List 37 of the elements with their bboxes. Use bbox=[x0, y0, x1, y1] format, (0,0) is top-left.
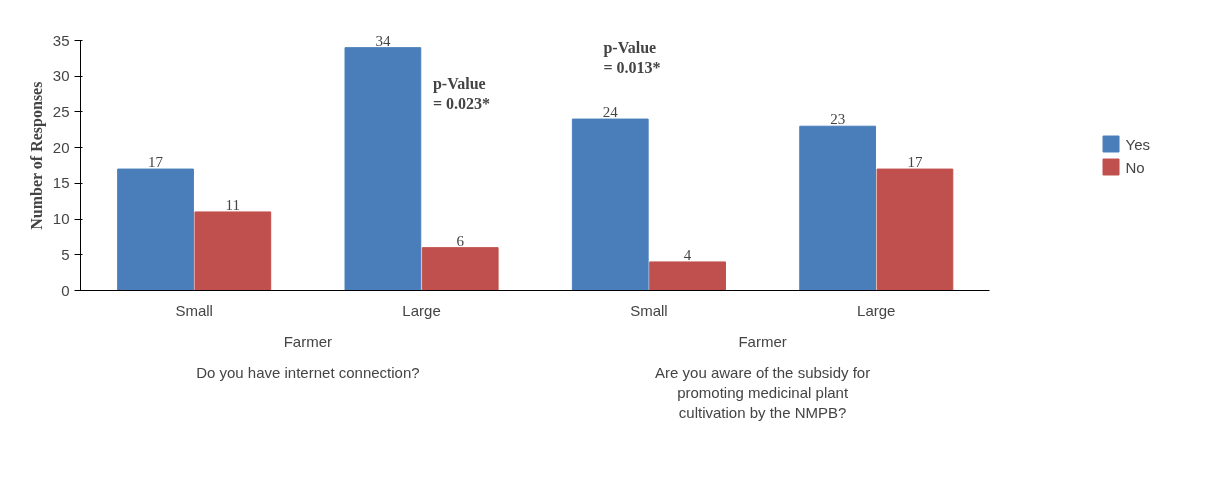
data-label: 11 bbox=[225, 196, 241, 213]
data-label: 6 bbox=[456, 232, 465, 249]
y-axis-title: Number of Responses bbox=[27, 81, 46, 230]
data-label: 17 bbox=[148, 154, 164, 171]
bar bbox=[344, 47, 422, 291]
legend-label: Yes bbox=[1125, 135, 1150, 152]
bar bbox=[876, 168, 954, 291]
bar bbox=[799, 125, 877, 291]
bar bbox=[117, 168, 194, 291]
y-tick-label: 10 bbox=[52, 210, 70, 228]
bar bbox=[421, 247, 499, 291]
x-tick-label: Small bbox=[175, 301, 213, 319]
text: Are you aware of the subsidy for promoting medicinal plant cultivation by the NMPB? bbox=[655, 363, 871, 422]
x-tick-label: Large bbox=[857, 301, 896, 319]
text: Farmer bbox=[283, 332, 333, 350]
y-tick-label: 5 bbox=[61, 245, 70, 263]
bar bbox=[649, 261, 726, 291]
x-tick-label: Small bbox=[630, 301, 668, 319]
data-label: 17 bbox=[907, 154, 923, 171]
y-tick-label: 35 bbox=[52, 31, 70, 49]
legend-label: No bbox=[1125, 158, 1146, 175]
bar bbox=[571, 118, 649, 291]
data-label: 4 bbox=[683, 246, 692, 263]
y-tick-label: 15 bbox=[52, 174, 70, 192]
data-label: 34 bbox=[375, 32, 391, 49]
bar bbox=[194, 211, 272, 291]
x-tick-label: Large bbox=[402, 301, 441, 319]
annotation: p-Value = 0.013* bbox=[603, 38, 661, 77]
y-tick-label: 25 bbox=[52, 102, 70, 120]
y-tick-label: 30 bbox=[52, 67, 70, 85]
annotation: p-Value = 0.023* bbox=[432, 74, 491, 112]
text: Farmer bbox=[738, 332, 787, 350]
y-tick-label: 20 bbox=[52, 138, 70, 156]
data-label: 24 bbox=[602, 104, 619, 121]
y-tick-label: 0 bbox=[61, 281, 70, 299]
text: Do you have internet connection? bbox=[196, 363, 420, 381]
data-label: 23 bbox=[830, 111, 846, 128]
